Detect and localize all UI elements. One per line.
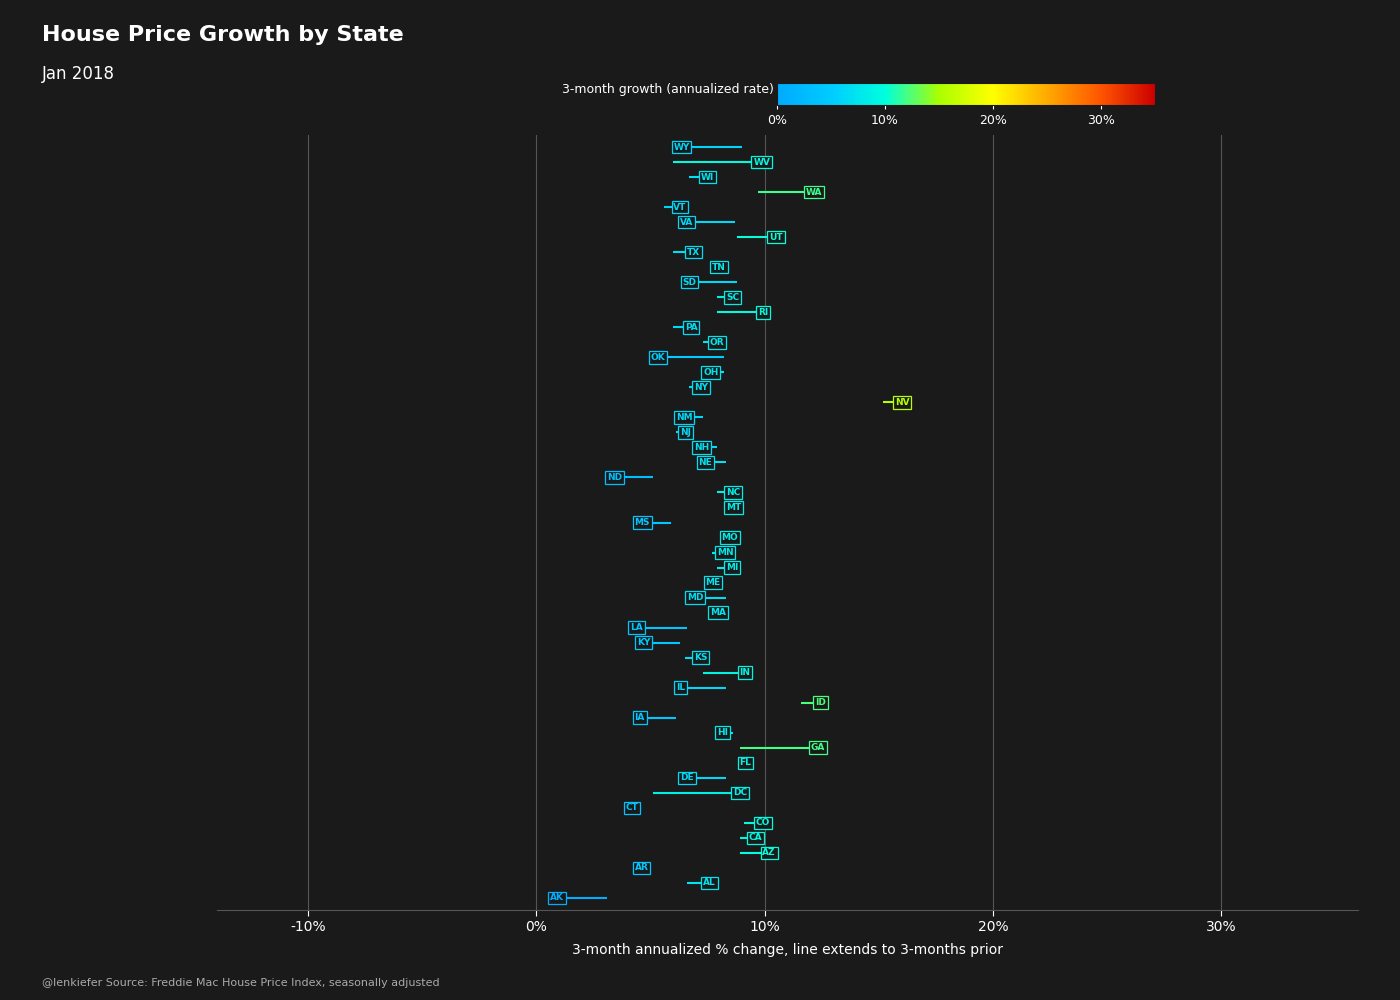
Text: ND: ND — [608, 473, 623, 482]
Text: @lenkiefer Source: Freddie Mac House Price Index, seasonally adjusted: @lenkiefer Source: Freddie Mac House Pri… — [42, 978, 440, 988]
Text: MD: MD — [687, 593, 704, 602]
Text: AK: AK — [550, 893, 564, 902]
Text: IL: IL — [676, 683, 685, 692]
Text: DC: DC — [732, 788, 746, 797]
Text: AR: AR — [634, 863, 648, 872]
Text: TN: TN — [713, 263, 727, 272]
Text: MI: MI — [725, 563, 738, 572]
Text: Jan 2018: Jan 2018 — [42, 65, 115, 83]
Text: WA: WA — [806, 188, 822, 197]
Text: NC: NC — [725, 488, 741, 497]
Text: AZ: AZ — [763, 848, 776, 857]
Text: PA: PA — [685, 323, 697, 332]
Text: FL: FL — [739, 758, 752, 767]
Text: 3-month growth (annualized rate): 3-month growth (annualized rate) — [563, 84, 774, 97]
Text: MA: MA — [710, 608, 727, 617]
Text: MS: MS — [634, 518, 650, 527]
Text: WI: WI — [701, 173, 714, 182]
X-axis label: 3-month annualized % change, line extends to 3-months prior: 3-month annualized % change, line extend… — [573, 943, 1002, 957]
Text: CO: CO — [756, 818, 770, 827]
Text: NY: NY — [694, 383, 708, 392]
Text: KS: KS — [694, 653, 707, 662]
Text: NV: NV — [895, 398, 910, 407]
Text: NM: NM — [676, 413, 693, 422]
Text: DE: DE — [680, 773, 694, 782]
Text: LA: LA — [630, 623, 643, 632]
Text: ID: ID — [815, 698, 826, 707]
Text: CA: CA — [749, 833, 763, 842]
Text: KY: KY — [637, 638, 650, 647]
Text: IN: IN — [739, 668, 750, 677]
Text: SD: SD — [683, 278, 697, 287]
Text: WY: WY — [673, 143, 690, 152]
Text: ME: ME — [706, 578, 721, 587]
Text: VT: VT — [673, 203, 686, 212]
Text: MN: MN — [717, 548, 734, 557]
Text: NH: NH — [694, 443, 710, 452]
Text: WV: WV — [753, 158, 770, 167]
Text: House Price Growth by State: House Price Growth by State — [42, 25, 403, 45]
Text: HI: HI — [717, 728, 728, 737]
Text: UT: UT — [769, 233, 783, 242]
Text: OK: OK — [651, 353, 665, 362]
Text: AL: AL — [703, 878, 715, 887]
Text: MT: MT — [725, 503, 741, 512]
Text: TX: TX — [687, 248, 700, 257]
Text: NE: NE — [699, 458, 713, 467]
Text: SC: SC — [725, 293, 739, 302]
Text: RI: RI — [757, 308, 769, 317]
Text: VA: VA — [680, 218, 693, 227]
Text: MO: MO — [721, 533, 738, 542]
Text: NJ: NJ — [680, 428, 692, 437]
Text: OH: OH — [703, 368, 718, 377]
Text: CT: CT — [626, 803, 638, 812]
Text: GA: GA — [811, 743, 825, 752]
Text: OR: OR — [710, 338, 725, 347]
Text: IA: IA — [634, 713, 645, 722]
